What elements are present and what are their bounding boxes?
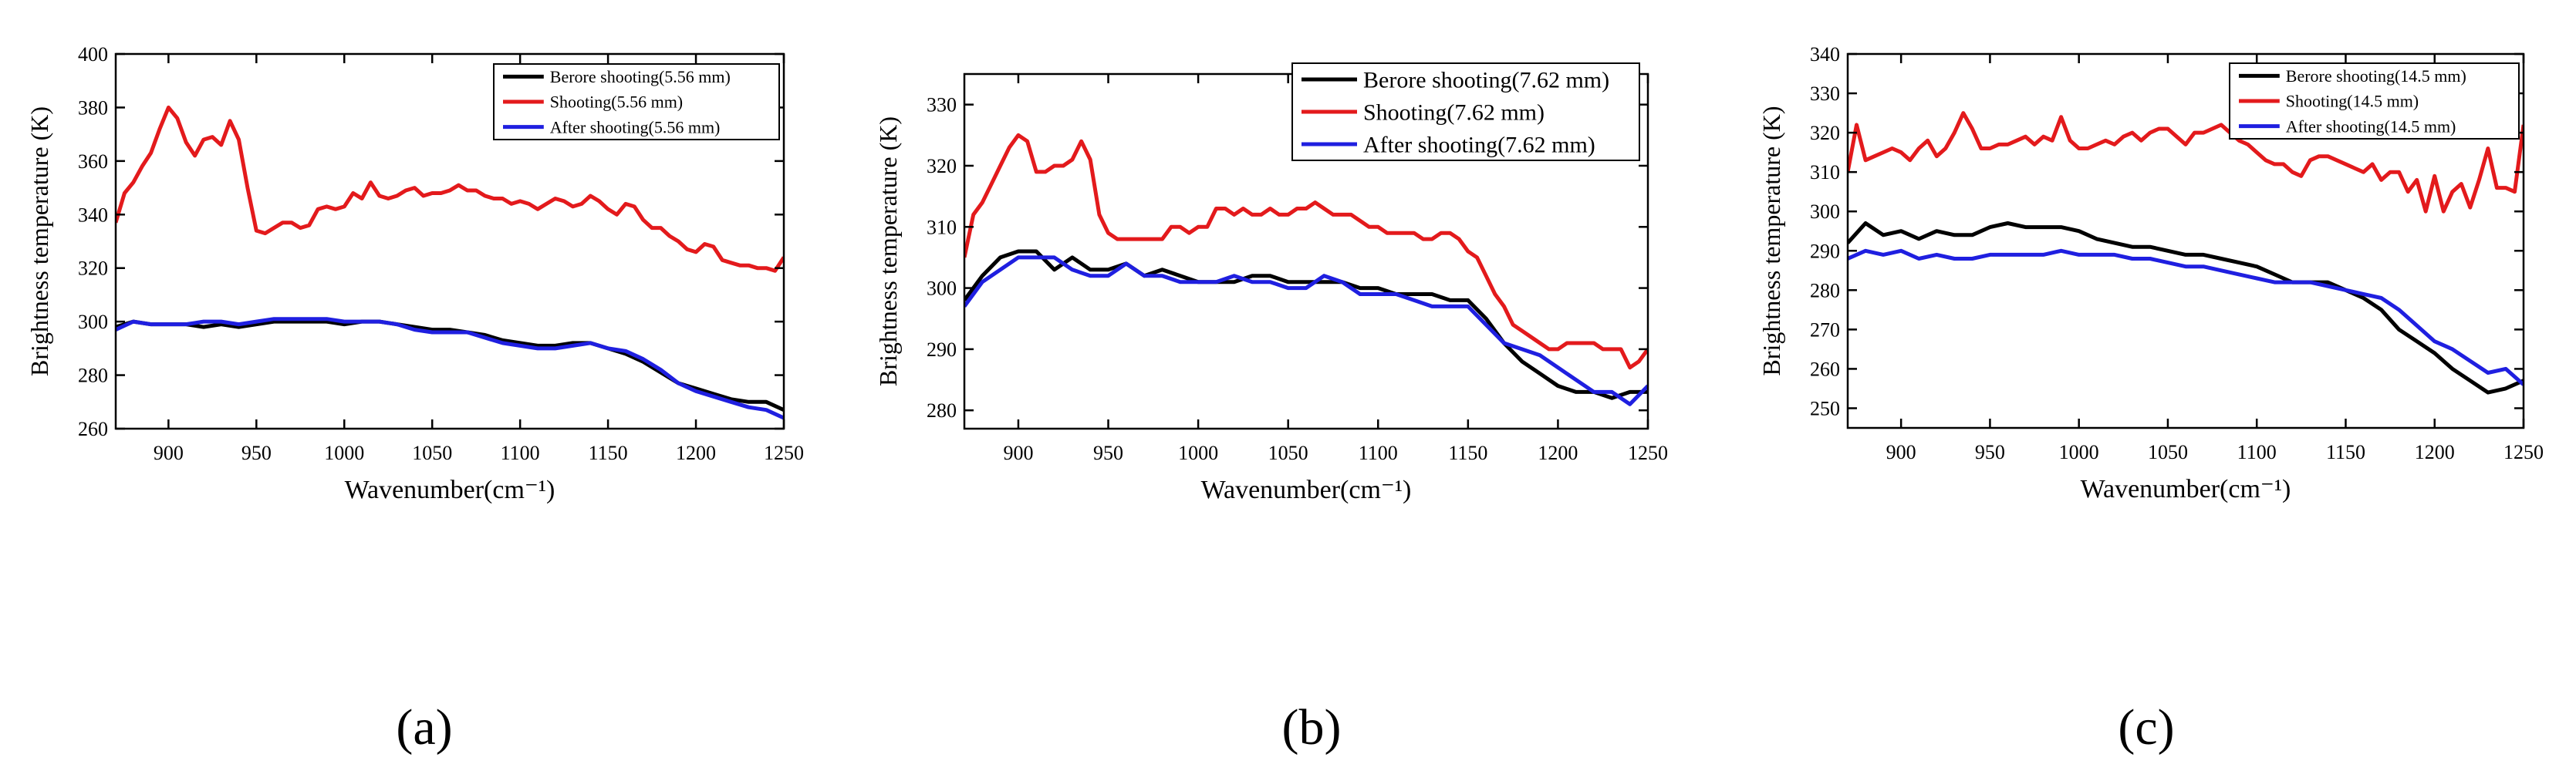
y-tick-label: 250 bbox=[1810, 397, 1840, 419]
series-line-1 bbox=[1848, 221, 2524, 395]
y-tick-label: 300 bbox=[1810, 200, 1840, 223]
x-tick-label: 900 bbox=[1886, 441, 1916, 463]
x-tick-label: 1200 bbox=[2415, 441, 2455, 463]
y-tick-label: 280 bbox=[1810, 279, 1840, 301]
x-tick-label: 1150 bbox=[2326, 441, 2365, 463]
y-tick-label: 320 bbox=[78, 258, 108, 280]
legend-label: Shooting(5.56 mm) bbox=[550, 93, 683, 112]
legend-label: After shooting(14.5 mm) bbox=[2286, 116, 2456, 136]
x-tick-label: 1000 bbox=[2059, 441, 2099, 463]
legend-label: Berore shooting(5.56 mm) bbox=[550, 67, 731, 86]
y-axis-label: Brightness temperature (K) bbox=[1757, 106, 1785, 375]
x-tick-label: 1150 bbox=[1448, 442, 1487, 464]
y-tick-label: 360 bbox=[78, 150, 108, 173]
legend-label: Shooting(7.62 mm) bbox=[1363, 100, 1545, 126]
x-axis-label: Wavenumber(cm⁻¹) bbox=[2081, 475, 2291, 503]
y-tick-label: 290 bbox=[1810, 240, 1840, 262]
y-tick-label: 380 bbox=[78, 96, 108, 119]
y-tick-label: 280 bbox=[927, 399, 957, 422]
plot-frame bbox=[1846, 52, 2525, 429]
x-tick-label: 1050 bbox=[412, 442, 452, 464]
x-tick-label: 1100 bbox=[1359, 442, 1398, 464]
x-tick-label: 1100 bbox=[2237, 441, 2277, 463]
legend-label: Shooting(14.5 mm) bbox=[2286, 92, 2419, 111]
legend: Berore shooting(14.5 mm) Shooting(14.5 mm… bbox=[2229, 62, 2520, 140]
x-tick-label: 1150 bbox=[589, 442, 628, 464]
x-tick-label: 1250 bbox=[1628, 442, 1668, 464]
x-tick-label: 950 bbox=[241, 442, 272, 464]
series-line-1 bbox=[964, 249, 1648, 400]
chart-panel-c: 900 950 1000 1050 1100 1150 1200 1250 250 260 270 2… bbox=[1757, 43, 2544, 756]
x-tick-label: 1200 bbox=[1538, 442, 1578, 464]
y-axis-label: Brightness temperature (K) bbox=[874, 116, 902, 386]
y-tick-label: 260 bbox=[78, 418, 108, 440]
y-tick-label: 300 bbox=[927, 278, 957, 300]
legend-label: After shooting(5.56 mm) bbox=[550, 117, 721, 136]
y-tick-label: 320 bbox=[927, 155, 957, 177]
x-tick-label: 1050 bbox=[1268, 442, 1308, 464]
x-tick-label: 1050 bbox=[2148, 441, 2188, 463]
legend: Berore shooting(7.62 mm) Shooting(7.62 mm… bbox=[1291, 62, 1640, 161]
y-tick-label: 300 bbox=[78, 311, 108, 333]
y-tick-label: 310 bbox=[927, 216, 957, 238]
y-tick-label: 330 bbox=[927, 94, 957, 116]
x-tick-label: 950 bbox=[1975, 441, 2005, 463]
series-line-1 bbox=[116, 319, 784, 412]
panel-label: (c) bbox=[2118, 699, 2174, 756]
chart-panel-a: 900 950 1000 1050 1100 1150 1200 1250 260 280 300 3… bbox=[25, 43, 804, 756]
x-axis-label: Wavenumber(cm⁻¹) bbox=[345, 476, 555, 504]
panel-label: (b) bbox=[1282, 699, 1342, 756]
y-tick-label: 310 bbox=[1810, 161, 1840, 183]
x-tick-label: 1250 bbox=[764, 442, 804, 464]
series-line-3 bbox=[116, 317, 784, 420]
legend-label: Berore shooting(14.5 mm) bbox=[2286, 66, 2466, 86]
legend: Berore shooting(5.56 mm) Shooting(5.56 mm… bbox=[493, 63, 780, 140]
y-tick-label: 290 bbox=[927, 338, 957, 361]
panel-label: (a) bbox=[396, 699, 452, 756]
y-tick-label: 260 bbox=[1810, 358, 1840, 380]
series-line-3 bbox=[1848, 248, 2524, 386]
x-tick-label: 1200 bbox=[676, 442, 716, 464]
x-tick-label: 1250 bbox=[2503, 441, 2544, 463]
series-line-2 bbox=[964, 133, 1648, 370]
x-tick-label: 900 bbox=[154, 442, 184, 464]
x-tick-label: 1000 bbox=[1178, 442, 1218, 464]
y-tick-label: 270 bbox=[1810, 318, 1840, 341]
series-line-2 bbox=[116, 105, 784, 273]
y-tick-label: 400 bbox=[78, 43, 108, 66]
y-tick-label: 340 bbox=[78, 204, 108, 226]
y-tick-label: 340 bbox=[1810, 43, 1840, 66]
x-tick-label: 950 bbox=[1093, 442, 1123, 464]
y-tick-label: 280 bbox=[78, 365, 108, 387]
legend-label: Berore shooting(7.62 mm) bbox=[1363, 68, 1609, 93]
x-tick-label: 1100 bbox=[501, 442, 540, 464]
chart-panel-b: 900 950 1000 1050 1100 1150 1200 1250 280 290 300 3… bbox=[874, 62, 1668, 756]
plot-frame bbox=[114, 52, 785, 430]
y-axis-label: Brightness temperature (K) bbox=[25, 106, 53, 376]
series-line-3 bbox=[964, 255, 1648, 406]
x-axis-label: Wavenumber(cm⁻¹) bbox=[1201, 476, 1412, 504]
y-tick-label: 330 bbox=[1810, 82, 1840, 105]
legend-label: After shooting(7.62 mm) bbox=[1363, 133, 1595, 158]
x-tick-label: 900 bbox=[1003, 442, 1033, 464]
y-tick-label: 320 bbox=[1810, 122, 1840, 144]
series-line-2 bbox=[1848, 111, 2524, 214]
x-tick-label: 1000 bbox=[324, 442, 364, 464]
